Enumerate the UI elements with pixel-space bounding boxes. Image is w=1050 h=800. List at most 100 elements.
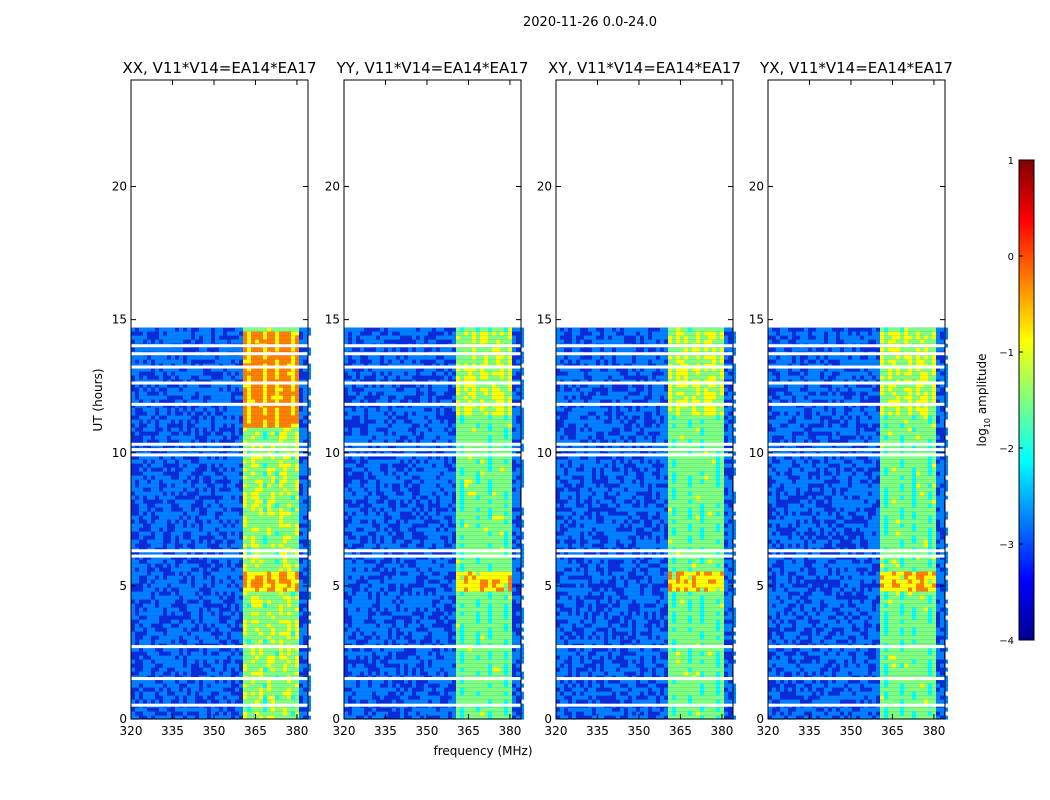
heatmap-cell [472,507,476,512]
heatmap-cell [460,419,464,424]
heatmap-cell [207,399,211,404]
heatmap-cell [416,431,420,436]
heatmap-cell [275,415,279,420]
heatmap-cell [279,459,283,464]
heatmap-cell [255,335,259,340]
heatmap-cell [275,423,279,428]
heatmap-cell [348,483,352,488]
heatmap-cell [279,555,283,560]
heatmap-cell [299,471,303,476]
heatmap-cell [295,639,299,644]
heatmap-cell [432,427,436,432]
heatmap-cell [135,339,139,344]
heatmap-cell [464,339,468,344]
heatmap-cell [151,607,155,612]
heatmap-cell [279,659,283,664]
heatmap-cell [243,695,247,700]
heatmap-cell [167,595,171,600]
heatmap-cell [500,543,504,548]
heatmap-cell [203,639,207,644]
heatmap-cell [388,519,392,524]
heatmap-cell [219,699,223,704]
heatmap-cell [392,423,396,428]
heatmap-cell [408,411,412,416]
heatmap-cell [215,399,219,404]
heatmap-cell [243,419,247,424]
heatmap-cell [460,423,464,428]
heatmap-cell [215,639,219,644]
heatmap-cell [484,515,488,520]
heatmap-cell [223,623,227,628]
heatmap-cell [267,539,271,544]
heatmap-cell [163,527,167,532]
heatmap-cell [287,595,291,600]
heatmap-cell [428,467,432,472]
heatmap-cell [175,347,179,352]
heatmap-cell [283,587,287,592]
heatmap-cell [175,435,179,440]
heatmap-cell [440,483,444,488]
heatmap-cell [243,487,247,492]
heatmap-cell [263,691,267,696]
heatmap-cell [464,499,468,504]
heatmap-cell [175,419,179,424]
heatmap-cell [139,671,143,676]
heatmap-cell [516,511,520,516]
heatmap-cell [287,523,291,528]
heatmap-cell [295,659,299,664]
heatmap-cell [267,519,271,524]
heatmap-cell [520,411,524,416]
heatmap-cell [187,587,191,592]
heatmap-cell [263,423,267,428]
heatmap-cell [356,359,360,364]
heatmap-cell [496,527,500,532]
heatmap-cell [295,519,299,524]
heatmap-cell [267,527,271,532]
heatmap-cell [291,555,295,560]
heatmap-cell [295,435,299,440]
heatmap-cell [243,331,247,336]
heatmap-cell [388,431,392,436]
heatmap-cell [512,407,516,412]
heatmap-cell [496,499,500,504]
heatmap-cell [139,607,143,612]
heatmap-cell [424,463,428,468]
heatmap-cell [151,599,155,604]
heatmap-cell [307,595,311,600]
heatmap-cell [143,531,147,536]
heatmap-cell [135,475,139,480]
heatmap-cell [235,427,239,432]
heatmap-cell [187,575,191,580]
heatmap-cell [263,535,267,540]
heatmap-cell [219,711,223,716]
heatmap-cell [275,495,279,500]
heatmap-cell [223,431,227,436]
heatmap-cell [412,407,416,412]
heatmap-cell [155,527,159,532]
heatmap-cell [151,627,155,632]
heatmap-cell [488,487,492,492]
y-tick-label: 10 [112,446,127,460]
heatmap-cell [368,423,372,428]
heatmap-cell [512,511,516,516]
heatmap-cell [243,647,247,652]
heatmap-cell [295,663,299,668]
heatmap-cell [183,435,187,440]
heatmap-cell [199,659,203,664]
heatmap-cell [500,339,504,344]
heatmap-cell [223,519,227,524]
heatmap-cell [404,467,408,472]
heatmap-cell [195,355,199,360]
x-tick-label: 350 [203,724,226,738]
heatmap-cell [215,427,219,432]
heatmap-cell [460,487,464,492]
heatmap-cell [424,387,428,392]
heatmap-cell [255,707,259,712]
heatmap-cell [307,675,311,680]
heatmap-cell [167,663,171,668]
heatmap-cell [235,355,239,360]
heatmap-cell [263,327,267,332]
heatmap-cell [235,423,239,428]
heatmap-cell [219,635,223,640]
heatmap-cell [460,411,464,416]
